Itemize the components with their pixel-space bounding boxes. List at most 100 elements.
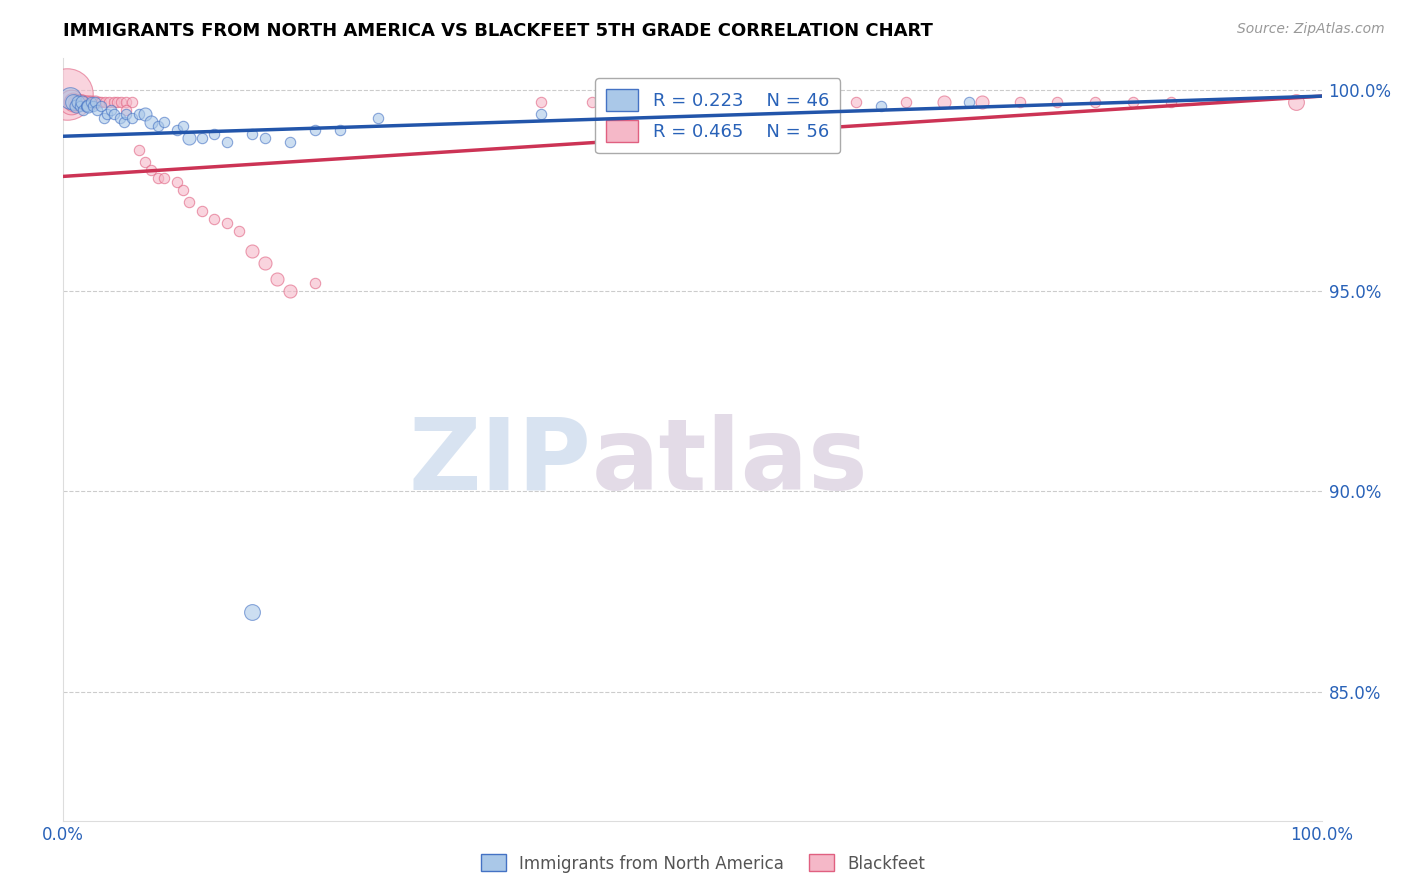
Point bbox=[190, 203, 212, 218]
Point bbox=[87, 95, 110, 110]
Point bbox=[266, 271, 288, 285]
Point bbox=[240, 605, 263, 619]
Point bbox=[957, 95, 980, 110]
Point bbox=[134, 107, 156, 121]
Point bbox=[896, 95, 918, 110]
Point bbox=[240, 244, 263, 258]
Point bbox=[141, 163, 163, 178]
Point bbox=[619, 95, 641, 110]
Point bbox=[179, 195, 201, 210]
Point bbox=[530, 107, 553, 121]
Point bbox=[240, 128, 263, 142]
Point bbox=[65, 99, 87, 113]
Point bbox=[62, 95, 84, 110]
Point bbox=[141, 115, 163, 129]
Point bbox=[83, 95, 105, 110]
Text: IMMIGRANTS FROM NORTH AMERICA VS BLACKFEET 5TH GRADE CORRELATION CHART: IMMIGRANTS FROM NORTH AMERICA VS BLACKFE… bbox=[63, 22, 934, 40]
Text: atlas: atlas bbox=[592, 414, 869, 511]
Point bbox=[593, 107, 616, 121]
Point bbox=[693, 95, 716, 110]
Point bbox=[75, 95, 97, 110]
Point bbox=[62, 95, 84, 110]
Point bbox=[744, 99, 766, 113]
Point bbox=[105, 95, 128, 110]
Point bbox=[83, 95, 105, 110]
Point bbox=[228, 224, 250, 238]
Point bbox=[75, 99, 97, 113]
Point bbox=[103, 95, 125, 110]
Point bbox=[115, 95, 138, 110]
Point bbox=[202, 211, 225, 226]
Point bbox=[166, 123, 188, 137]
Legend: Immigrants from North America, Blackfeet: Immigrants from North America, Blackfeet bbox=[474, 847, 932, 880]
Point bbox=[731, 95, 754, 110]
Point bbox=[1046, 95, 1069, 110]
Point bbox=[115, 107, 138, 121]
Legend: R = 0.223    N = 46, R = 0.465    N = 56: R = 0.223 N = 46, R = 0.465 N = 56 bbox=[595, 78, 841, 153]
Point bbox=[179, 131, 201, 145]
Point bbox=[146, 171, 169, 186]
Point bbox=[278, 136, 301, 150]
Point bbox=[70, 95, 93, 110]
Point bbox=[153, 115, 176, 129]
Text: Source: ZipAtlas.com: Source: ZipAtlas.com bbox=[1237, 22, 1385, 37]
Point bbox=[304, 123, 326, 137]
Point bbox=[100, 103, 122, 118]
Point bbox=[56, 87, 79, 102]
Point bbox=[329, 123, 352, 137]
Point bbox=[93, 112, 115, 126]
Point bbox=[69, 99, 91, 113]
Point bbox=[1008, 95, 1031, 110]
Point bbox=[1084, 95, 1107, 110]
Point bbox=[934, 95, 956, 110]
Point bbox=[65, 95, 87, 110]
Point bbox=[128, 144, 150, 158]
Point bbox=[202, 128, 225, 142]
Point bbox=[80, 95, 103, 110]
Point bbox=[657, 95, 679, 110]
Point bbox=[128, 107, 150, 121]
Point bbox=[253, 131, 276, 145]
Point bbox=[278, 284, 301, 298]
Point bbox=[108, 112, 131, 126]
Point bbox=[253, 256, 276, 270]
Point bbox=[304, 276, 326, 290]
Point bbox=[86, 103, 108, 118]
Point bbox=[1122, 95, 1144, 110]
Point bbox=[146, 120, 169, 134]
Text: ZIP: ZIP bbox=[409, 414, 592, 511]
Point bbox=[367, 112, 389, 126]
Point bbox=[166, 176, 188, 190]
Point bbox=[90, 99, 112, 113]
Point bbox=[97, 95, 120, 110]
Point bbox=[76, 99, 98, 113]
Point bbox=[59, 95, 82, 110]
Point bbox=[70, 95, 93, 110]
Point bbox=[67, 95, 90, 110]
Point bbox=[121, 95, 143, 110]
Point bbox=[77, 99, 100, 113]
Point bbox=[72, 95, 94, 110]
Point bbox=[870, 99, 893, 113]
Point bbox=[67, 95, 90, 110]
Point bbox=[1160, 95, 1182, 110]
Point bbox=[115, 103, 138, 118]
Point bbox=[172, 120, 194, 134]
Point bbox=[581, 95, 603, 110]
Point bbox=[215, 216, 238, 230]
Point bbox=[82, 99, 104, 113]
Point bbox=[90, 95, 112, 110]
Point bbox=[72, 103, 94, 118]
Point bbox=[172, 184, 194, 198]
Point bbox=[94, 95, 117, 110]
Point bbox=[190, 131, 212, 145]
Point bbox=[134, 155, 156, 169]
Point bbox=[530, 95, 553, 110]
Point bbox=[1285, 95, 1308, 110]
Point bbox=[782, 95, 804, 110]
Point bbox=[80, 95, 103, 110]
Point bbox=[970, 95, 993, 110]
Point bbox=[121, 112, 143, 126]
Point bbox=[103, 107, 125, 121]
Point bbox=[112, 115, 135, 129]
